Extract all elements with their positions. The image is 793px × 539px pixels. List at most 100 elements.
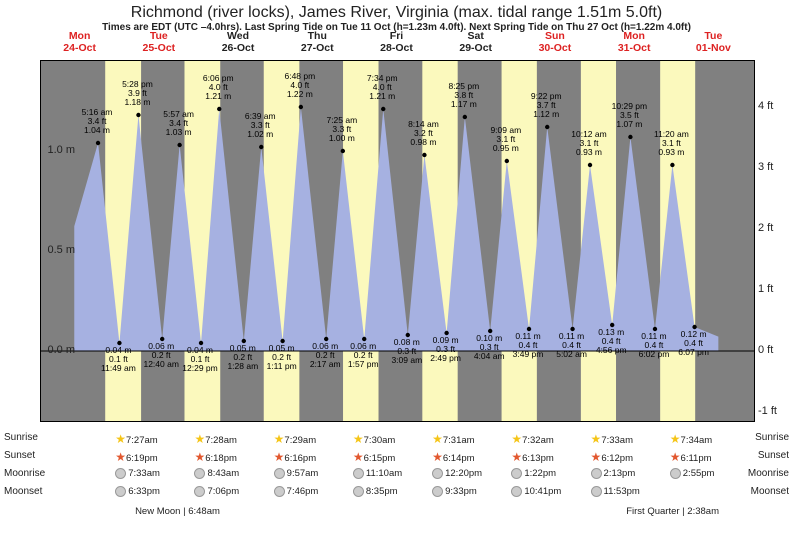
sun-moon-item: 8:43am (194, 468, 239, 479)
sun-moon-item: ★6:12pm (591, 450, 633, 464)
date-label: Mon31-Oct (594, 30, 674, 54)
star-icon: ★ (353, 432, 364, 446)
tide-point-label: 6:39 am3.3 ft1.02 m (230, 112, 290, 139)
chart-title: Richmond (river locks), James River, Vir… (0, 0, 793, 22)
moon-phase-label: New Moon | 6:48am (135, 506, 220, 517)
sun-moon-item: ★7:29am (274, 432, 316, 446)
sun-moon-item: ★6:19pm (115, 450, 157, 464)
sun-moon-item: 2:13pm (591, 468, 636, 479)
moon-icon (194, 486, 205, 497)
tide-point-label: 6:06 pm4.0 ft1.21 m (188, 74, 248, 101)
tide-point-label: 9:22 pm3.7 ft1.12 m (516, 92, 576, 119)
star-icon: ★ (194, 432, 205, 446)
moon-icon (274, 486, 285, 497)
sun-moon-item: 9:33pm (432, 486, 477, 497)
tide-point-label: 0.12 m0.4 ft6:07 pm (664, 330, 724, 357)
tide-point-label: 5:28 pm3.9 ft1.18 m (107, 80, 167, 107)
y-tick-left: 0.0 m (47, 344, 75, 356)
sun-moon-item: ★6:14pm (432, 450, 474, 464)
tide-point-label: 11:20 am3.1 ft0.93 m (641, 130, 701, 157)
moon-phase-label: First Quarter | 2:38am (626, 506, 719, 517)
star-icon: ★ (432, 450, 443, 464)
row-label: Moonrise (4, 468, 45, 479)
row-label: Sunset (4, 450, 35, 461)
y-tick-right: -1 ft (758, 405, 777, 417)
star-icon: ★ (511, 432, 522, 446)
star-icon: ★ (591, 432, 602, 446)
star-icon: ★ (511, 450, 522, 464)
star-icon: ★ (670, 450, 681, 464)
sun-moon-item: 2:55pm (670, 468, 715, 479)
moon-icon (511, 486, 522, 497)
moon-icon (115, 486, 126, 497)
sun-moon-item: ★7:27am (115, 432, 157, 446)
moon-icon (353, 468, 364, 479)
sun-moon-item: 8:35pm (353, 486, 398, 497)
star-icon: ★ (115, 432, 126, 446)
tide-point-label: 8:14 am3.2 ft0.98 m (393, 120, 453, 147)
sun-moon-item: ★6:13pm (511, 450, 553, 464)
y-tick-right: 2 ft (758, 222, 773, 234)
date-label: Thu27-Oct (277, 30, 357, 54)
date-label: Wed26-Oct (198, 30, 278, 54)
star-icon: ★ (194, 450, 205, 464)
tide-point-label: 7:25 am3.3 ft1.00 m (312, 116, 372, 143)
row-label: Moonset (4, 486, 42, 497)
date-label: Tue01-Nov (673, 30, 753, 54)
moon-icon (670, 468, 681, 479)
moon-icon (194, 468, 205, 479)
moon-icon (511, 468, 522, 479)
y-tick-left: 0.5 m (47, 244, 75, 256)
star-icon: ★ (115, 450, 126, 464)
tide-point-label: 9:09 am3.1 ft0.95 m (476, 126, 536, 153)
row-label: Moonset (751, 486, 789, 497)
moon-icon (432, 468, 443, 479)
star-icon: ★ (432, 432, 443, 446)
moon-icon (591, 486, 602, 497)
star-icon: ★ (274, 450, 285, 464)
tide-point-label: 7:34 pm4.0 ft1.21 m (352, 74, 412, 101)
y-tick-right: 3 ft (758, 161, 773, 173)
star-icon: ★ (670, 432, 681, 446)
sun-moon-item: ★7:33am (591, 432, 633, 446)
date-label: Sun30-Oct (515, 30, 595, 54)
sun-moon-item: ★7:32am (511, 432, 553, 446)
y-tick-right: 0 ft (758, 344, 773, 356)
sun-moon-item: ★6:16pm (274, 450, 316, 464)
sun-moon-item: 11:53pm (591, 486, 640, 497)
date-axis: Mon24-OctTue25-OctWed26-OctThu27-OctFri2… (0, 30, 793, 60)
date-label: Tue25-Oct (119, 30, 199, 54)
tide-point-label: 6:48 pm4.0 ft1.22 m (270, 72, 330, 99)
tide-point-label: 10:29 pm3.5 ft1.07 m (599, 102, 659, 129)
date-label: Sat29-Oct (436, 30, 516, 54)
sun-moon-item: ★7:31am (432, 432, 474, 446)
row-label: Moonrise (748, 468, 789, 479)
sun-moon-item: ★6:15pm (353, 450, 395, 464)
sun-moon-item: 11:10am (353, 468, 402, 479)
row-label: Sunrise (755, 432, 789, 443)
moon-icon (115, 468, 126, 479)
sun-moon-item: ★7:34am (670, 432, 712, 446)
tide-point-label: 5:16 am3.4 ft1.04 m (67, 108, 127, 135)
star-icon: ★ (274, 432, 285, 446)
sun-moon-item: 7:46pm (274, 486, 319, 497)
moon-icon (353, 486, 364, 497)
sun-moon-item: 9:57am (274, 468, 319, 479)
sun-moon-item: ★6:18pm (194, 450, 236, 464)
tide-point-label: 10:12 am3.1 ft0.93 m (559, 130, 619, 157)
sun-moon-item: 1:22pm (511, 468, 556, 479)
sun-moon-item: 7:06pm (194, 486, 239, 497)
sun-moon-item: 6:33pm (115, 486, 160, 497)
sun-moon-item: 10:41pm (511, 486, 561, 497)
y-tick-right: 1 ft (758, 283, 773, 295)
sun-moon-item: ★6:11pm (670, 450, 712, 464)
date-label: Mon24-Oct (40, 30, 120, 54)
row-label: Sunrise (4, 432, 38, 443)
moon-icon (274, 468, 285, 479)
sun-moon-item: 12:20pm (432, 468, 482, 479)
star-icon: ★ (353, 450, 364, 464)
y-tick-left: 1.0 m (47, 144, 75, 156)
moon-icon (591, 468, 602, 479)
sun-moon-item: ★7:28am (194, 432, 236, 446)
tide-point-label: 8:25 pm3.8 ft1.17 m (434, 82, 494, 109)
